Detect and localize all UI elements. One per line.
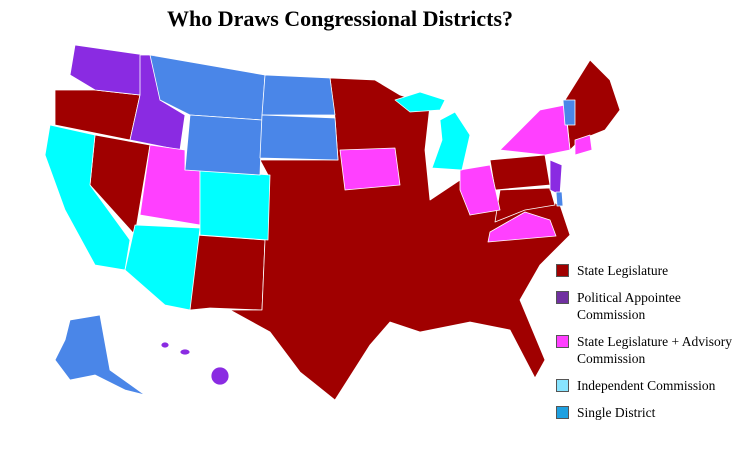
legend-label: Political Appointee Commission: [577, 290, 681, 322]
legend-item: Single District: [556, 404, 746, 421]
legend-label: Independent Commission: [577, 378, 716, 393]
legend-item: State Legislature: [556, 262, 746, 279]
legend-item: Political Appointee Commission: [556, 289, 746, 323]
legend-label: State Legislature + Advisory Commission: [577, 334, 732, 366]
legend-item: Independent Commission: [556, 377, 746, 394]
legend-label: State Legislature: [577, 263, 669, 278]
legend-swatch: [556, 264, 569, 277]
independent-commission-states: [44, 91, 471, 311]
single-district-and-other-states: [54, 54, 576, 396]
legend-label: Single District: [577, 405, 656, 420]
map-title: Who Draws Congressional Districts?: [166, 6, 514, 31]
advisory-commission-states: [139, 104, 593, 243]
legend-swatch: [556, 406, 569, 419]
legend-swatch: [556, 335, 569, 348]
legend: State Legislature Political Appointee Com…: [556, 262, 746, 431]
legend-swatch: [556, 291, 569, 304]
legend-swatch: [556, 379, 569, 392]
legend-item: State Legislature + Advisory Commission: [556, 333, 746, 367]
